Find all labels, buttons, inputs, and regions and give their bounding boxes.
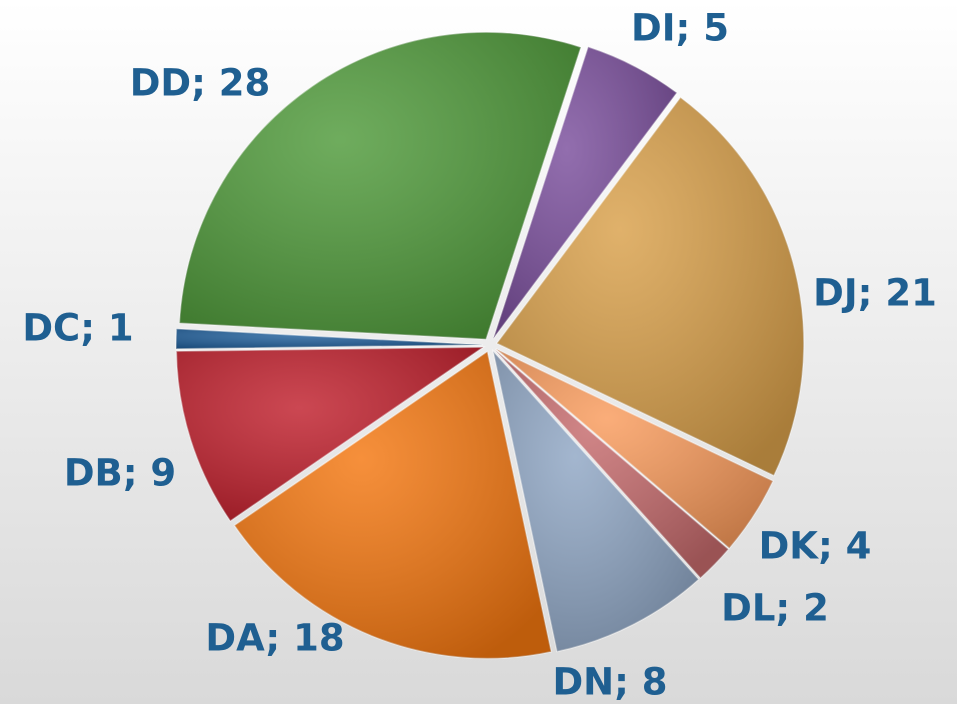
slice-group: DD — [178, 31, 582, 341]
slice-group: DJ — [495, 96, 805, 477]
slice-group: DA — [233, 350, 553, 660]
data-label: DN; 8 — [552, 661, 667, 704]
data-label: DL; 2 — [721, 587, 829, 630]
slice-shade — [493, 46, 677, 339]
slice-shade — [496, 97, 804, 476]
data-label: DJ; 21 — [813, 272, 937, 315]
data-label: DA; 18 — [205, 617, 344, 660]
slice-group: DK — [495, 348, 774, 550]
pie: DIDJDKDLDNDADBDCDD — [175, 31, 805, 660]
slice-shade — [176, 328, 484, 349]
data-label: DI; 5 — [631, 7, 729, 50]
slice-shade — [495, 348, 773, 549]
slice-shade — [234, 351, 552, 659]
slice-shade — [176, 347, 484, 522]
slice-group: DN — [491, 348, 700, 653]
slice-group: DB — [175, 346, 486, 523]
data-label: DC; 1 — [22, 307, 133, 350]
slice-shade — [495, 349, 729, 579]
data-label: DD; 28 — [130, 62, 271, 105]
data-label: DB; 9 — [64, 452, 176, 495]
slice-group: DC — [175, 328, 484, 350]
slice-shade — [179, 32, 581, 340]
slice-shade — [493, 351, 699, 652]
slice-group: DL — [494, 349, 730, 580]
data-label: DK; 4 — [759, 525, 872, 568]
slice-group: DI — [492, 45, 678, 340]
labels: DI; 5 DJ; 21 DK; 4 DL; 2 DN; 8 DA; 18 DB; 9 DC;… — [22, 7, 936, 704]
